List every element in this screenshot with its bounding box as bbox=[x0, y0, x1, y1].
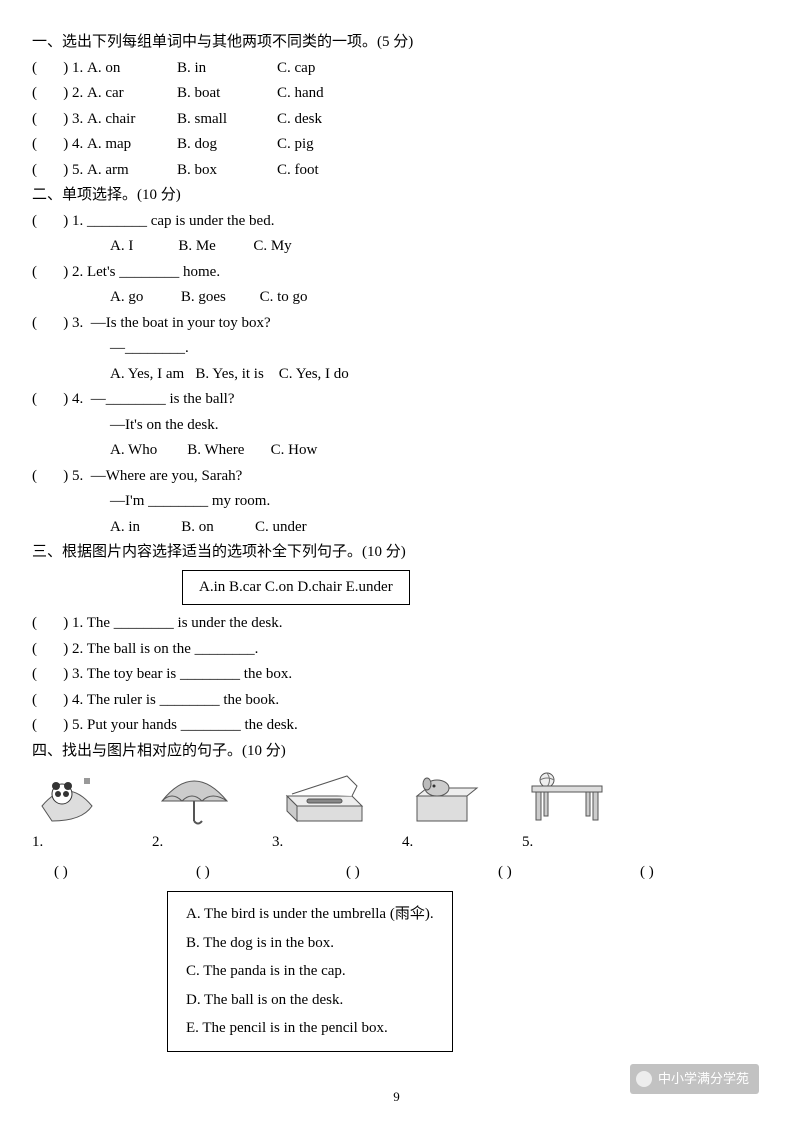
s4-blank: ( ) bbox=[196, 864, 210, 880]
s4-blank: ( ) bbox=[640, 864, 654, 880]
s1-n: 5 bbox=[72, 162, 80, 178]
s2-q2-stem: ( ) 2. Let's ________ home. bbox=[32, 260, 761, 286]
s4-ans-e: E. The pencil is in the pencil box. bbox=[186, 1014, 434, 1043]
s3-q2: ( ) 2. The ball is on the ________. bbox=[32, 637, 761, 663]
s1-b: B. in bbox=[177, 56, 277, 82]
section4-blanks: ( ) ( ) ( ) ( ) ( ) bbox=[32, 858, 761, 886]
s4-blank: ( ) bbox=[346, 864, 360, 880]
s4-blank: ( ) bbox=[498, 864, 512, 880]
s4-ans-b: B. The dog is in the box. bbox=[186, 929, 434, 958]
s3-q5: ( ) 5. Put your hands ________ the desk. bbox=[32, 713, 761, 739]
s1-c: C. pig bbox=[277, 136, 314, 152]
s1-n: 3 bbox=[72, 111, 80, 127]
s1-row: ( ) 2. A. carB. boatC. hand bbox=[32, 81, 761, 107]
section4-answer-box: A. The bird is under the umbrella (雨伞). … bbox=[167, 891, 453, 1052]
watermark: 中小学满分学苑 bbox=[630, 1064, 759, 1094]
s2-q1-stem: ( ) 1. ________ cap is under the bed. bbox=[32, 209, 761, 235]
s4-num: 3. bbox=[272, 834, 283, 850]
s3-q4: ( ) 4. The ruler is ________ the book. bbox=[32, 688, 761, 714]
s1-row: ( ) 3. A. chairB. smallC. desk bbox=[32, 107, 761, 133]
s1-a: A. car bbox=[87, 81, 177, 107]
s1-a: A. arm bbox=[87, 158, 177, 184]
s2-q5-opts: A. in B. on C. under bbox=[32, 515, 761, 541]
s4-num: 1. bbox=[32, 834, 43, 850]
s4-num: 2. bbox=[152, 834, 163, 850]
desk-ball-icon bbox=[522, 766, 612, 826]
s2-q4-line2: —It's on the desk. bbox=[32, 413, 761, 439]
s4-ans-a: A. The bird is under the umbrella (雨伞). bbox=[186, 900, 434, 929]
s1-c: C. cap bbox=[277, 60, 315, 76]
s2-q5-stem: ( ) 5. —Where are you, Sarah? bbox=[32, 464, 761, 490]
s3-q1: ( ) 1. The ________ is under the desk. bbox=[32, 611, 761, 637]
s1-b: B. small bbox=[177, 107, 277, 133]
s2-q1-opts: A. I B. Me C. My bbox=[32, 234, 761, 260]
section2-title: 二、单项选择。(10 分) bbox=[32, 183, 761, 209]
panda-in-cap-icon bbox=[32, 766, 102, 826]
s1-b: B. boat bbox=[177, 81, 277, 107]
s2-q3-opts: A. Yes, I am B. Yes, it is C. Yes, I do bbox=[32, 362, 761, 388]
s1-row: ( ) 1. A. onB. inC. cap bbox=[32, 56, 761, 82]
s4-num: 4. bbox=[402, 834, 413, 850]
section1-title: 一、选出下列每组单词中与其他两项不同类的一项。(5 分) bbox=[32, 30, 761, 56]
section4-images bbox=[32, 766, 761, 826]
s1-c: C. foot bbox=[277, 162, 319, 178]
section4-numbers: 1. 2. 3. 4. 5. bbox=[32, 828, 761, 856]
s1-b: B. dog bbox=[177, 132, 277, 158]
s1-a: A. chair bbox=[87, 107, 177, 133]
section4-title: 四、找出与图片相对应的句子。(10 分) bbox=[32, 739, 761, 765]
s1-n: 2 bbox=[72, 85, 80, 101]
s4-blank: ( ) bbox=[54, 864, 68, 880]
s2-q2-opts: A. go B. goes C. to go bbox=[32, 285, 761, 311]
s1-b: B. box bbox=[177, 158, 277, 184]
s1-n: 4 bbox=[72, 136, 80, 152]
s1-c: C. desk bbox=[277, 111, 322, 127]
section3-options-box: A.in B.car C.on D.chair E.under bbox=[182, 570, 410, 606]
s1-n: 1 bbox=[72, 60, 80, 76]
s4-num: 5. bbox=[522, 834, 533, 850]
pencil-box-icon bbox=[272, 766, 367, 826]
s4-ans-d: D. The ball is on the desk. bbox=[186, 986, 434, 1015]
s2-q3-stem: ( ) 3. —Is the boat in your toy box? bbox=[32, 311, 761, 337]
s2-q3-line2: —________. bbox=[32, 336, 761, 362]
s3-q3: ( ) 3. The toy bear is ________ the box. bbox=[32, 662, 761, 688]
s1-a: A. on bbox=[87, 56, 177, 82]
s1-row: ( ) 4. A. mapB. dogC. pig bbox=[32, 132, 761, 158]
s1-c: C. hand bbox=[277, 85, 324, 101]
s4-ans-c: C. The panda is in the cap. bbox=[186, 957, 434, 986]
dog-in-box-icon bbox=[402, 766, 482, 826]
s2-q4-stem: ( ) 4. —________ is the ball? bbox=[32, 387, 761, 413]
umbrella-icon bbox=[152, 766, 237, 826]
s1-row: ( ) 5. A. armB. boxC. foot bbox=[32, 158, 761, 184]
s2-q4-opts: A. Who B. Where C. How bbox=[32, 438, 761, 464]
section3-title: 三、根据图片内容选择适当的选项补全下列句子。(10 分) bbox=[32, 540, 761, 566]
s2-q5-line2: —I'm ________ my room. bbox=[32, 489, 761, 515]
s1-a: A. map bbox=[87, 132, 177, 158]
